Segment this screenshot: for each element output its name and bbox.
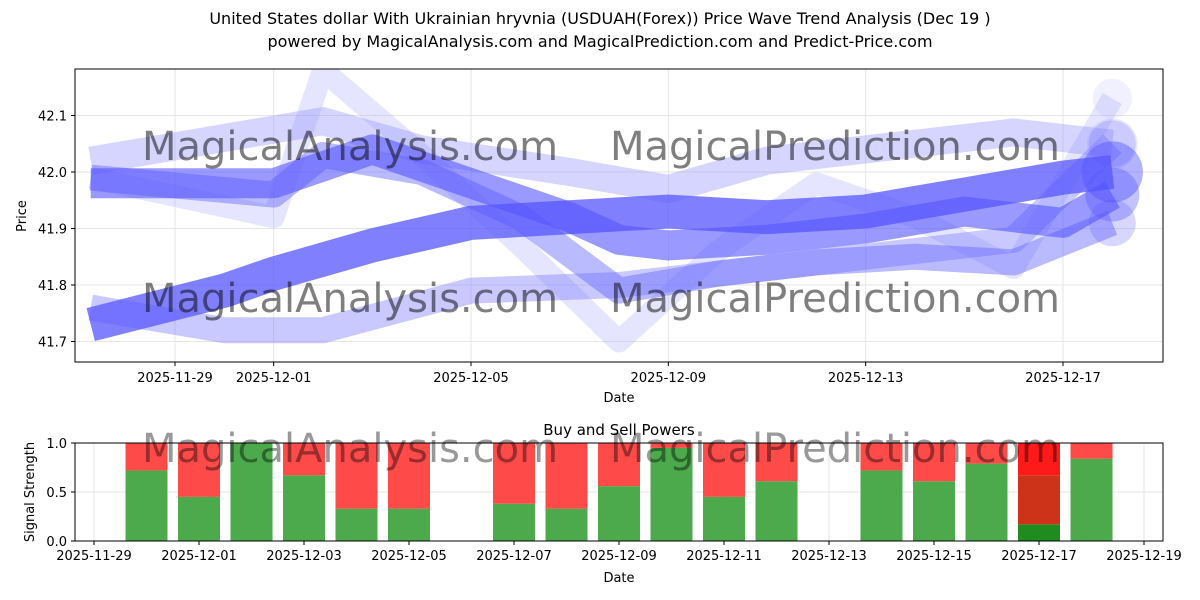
buy-bar — [493, 503, 535, 541]
x-tick-label: 2025-12-03 — [266, 549, 342, 564]
x-tick-label: 2025-12-13 — [791, 549, 867, 564]
wave-end-wave-f — [1092, 78, 1133, 119]
x-tick-label: 2025-12-09 — [581, 549, 657, 564]
sell-bar — [545, 443, 588, 509]
buy-bar — [1018, 524, 1060, 541]
y-tick-label: 42.0 — [38, 166, 67, 181]
chart-title: United States dollar With Ukrainian hryv… — [209, 9, 991, 28]
buy-bar — [230, 443, 273, 541]
x-tick-label: 2025-11-29 — [137, 371, 213, 386]
sell-bar — [1070, 443, 1113, 459]
sell-bar — [388, 443, 430, 509]
sell-bar — [335, 443, 378, 509]
x-tick-label: 2025-12-01 — [161, 549, 237, 564]
buy-bar — [1070, 458, 1113, 541]
wave-line-wave-lower — [86, 155, 1115, 342]
wave-line-wave-mid — [90, 134, 1120, 261]
buy-bar — [755, 481, 798, 541]
x-tick-label: 2025-12-17 — [1025, 371, 1101, 386]
watermark: MagicalPrediction.com — [610, 426, 1060, 472]
y-tick-label: 0.0 — [46, 535, 67, 550]
subplot-title: Buy and Sell Powers — [543, 421, 695, 439]
buy-bar — [860, 470, 903, 541]
buy-bar — [283, 475, 325, 541]
buy-bar — [388, 508, 430, 541]
y-axis-label: Signal Strength — [23, 442, 38, 542]
wave-line-wave-f — [88, 69, 1122, 353]
x-tick-label: 2025-12-13 — [828, 371, 904, 386]
sell-bar — [860, 443, 903, 471]
y-tick-label: 41.8 — [38, 279, 67, 294]
buy-bar — [178, 496, 220, 541]
x-tick-label: 2025-11-29 — [56, 549, 132, 564]
y-tick-label: 1.0 — [46, 437, 67, 452]
sell-bar — [1018, 443, 1060, 476]
wave-end-wave-lower — [1081, 141, 1143, 203]
chart-subtitle: powered by MagicalAnalysis.com and Magic… — [267, 32, 933, 51]
sell-bar — [650, 443, 693, 448]
y-tick-label: 42.1 — [38, 110, 67, 125]
sell-bar — [703, 443, 745, 497]
y-tick-label: 41.7 — [38, 336, 67, 351]
buy-bar — [913, 481, 955, 541]
sell-bar — [965, 443, 1008, 464]
watermark: MagicalPrediction.com — [610, 276, 1060, 322]
plot-frame — [74, 442, 1164, 542]
wave-end-wave-d — [1088, 120, 1136, 168]
wave-line-wave-e — [88, 107, 1114, 203]
x-tick-label: 2025-12-15 — [896, 549, 972, 564]
series-group — [86, 69, 1143, 353]
sell-bar — [913, 443, 955, 482]
x-tick-label: 2025-12-07 — [476, 549, 552, 564]
buy-bar — [703, 496, 745, 541]
x-tick-label: 2025-12-17 — [1001, 549, 1077, 564]
buy-bar — [125, 470, 168, 541]
x-tick-label: 2025-12-19 — [1106, 549, 1182, 564]
x-tick-label: 2025-12-09 — [631, 371, 707, 386]
sell-bar — [755, 443, 798, 482]
buy-bar — [965, 463, 1008, 541]
watermark: MagicalAnalysis.com — [142, 124, 558, 170]
watermark: MagicalAnalysis.com — [142, 426, 558, 472]
y-tick-label: 0.5 — [46, 486, 67, 501]
sell-bar — [598, 443, 640, 487]
buy-bar — [545, 508, 588, 541]
x-tick-label: 2025-12-05 — [371, 549, 447, 564]
plot-frame — [74, 68, 1164, 363]
y-tick-label: 41.9 — [38, 223, 67, 238]
sell-bar — [493, 443, 535, 504]
x-tick-label: 2025-12-05 — [433, 371, 509, 386]
watermark: MagicalPrediction.com — [610, 124, 1060, 170]
sell-bar — [178, 443, 220, 497]
x-axis-label: Date — [603, 391, 634, 406]
sell-bar — [283, 443, 325, 476]
x-axis-label: Date — [603, 571, 634, 586]
sell-bar-mid — [1018, 475, 1060, 525]
sell-bar — [125, 443, 168, 471]
wave-line-wave-d — [88, 134, 1122, 344]
y-axis-label: Price — [15, 200, 30, 232]
watermark: MagicalAnalysis.com — [142, 276, 558, 322]
buy-bar — [650, 447, 693, 541]
x-tick-label: 2025-12-01 — [236, 371, 312, 386]
x-tick-label: 2025-12-11 — [686, 549, 762, 564]
buy-bar — [335, 508, 378, 541]
buy-bar — [598, 486, 640, 541]
